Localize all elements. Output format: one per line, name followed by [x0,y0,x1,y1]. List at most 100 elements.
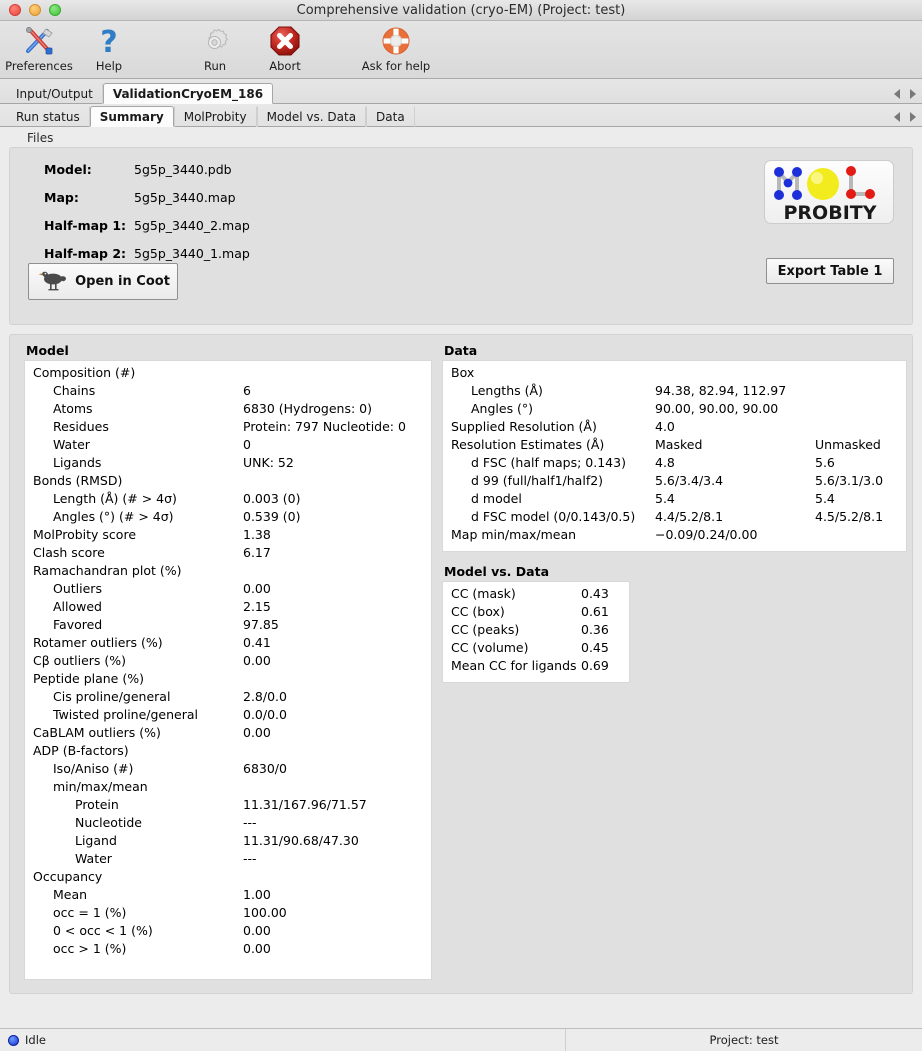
row-label: Bonds (RMSD) [33,472,123,488]
file-row-model: Model: 5g5p_3440.pdb [26,162,896,177]
table-row: Rotamer outliers (%) 0.41 [25,633,431,651]
row-label: Chains [53,382,96,398]
tab-validationcryoem-186[interactable]: ValidationCryoEM_186 [102,83,274,104]
row-value: 0.43 [581,585,609,601]
abort-button[interactable]: Abort [250,21,320,73]
row-label: Atoms [53,400,93,416]
row-value: 0.36 [581,621,609,637]
scroll-right-icon[interactable] [910,112,916,122]
tab-summary[interactable]: Summary [89,106,174,127]
row-value: 0.69 [581,657,609,673]
statistics-frame-body: Model Composition (#) Chains 6 Atoms 6830 … [9,334,913,994]
row-label: Protein [75,796,119,812]
coot-bird-icon [38,268,68,296]
inner-tab-bar: Run status Summary MolProbity Model vs. … [0,104,922,127]
file-row-label: Half-map 1: [44,218,127,233]
tab-run-status[interactable]: Run status [7,106,90,127]
window-title: Comprehensive validation (cryo-EM) (Proj… [296,2,626,18]
scroll-left-icon[interactable] [894,89,900,99]
row-value: 0.003 (0) [243,490,301,506]
status-section-project: Project: test [566,1029,922,1051]
run-button[interactable]: Run [180,21,250,73]
stop-x-icon [269,24,301,58]
data-section-title: Data [444,343,478,358]
table-row: Residues Protein: 797 Nucleotide: 0 [25,417,431,435]
row-label: occ > 1 (%) [53,940,127,956]
row-value: 11.31/167.96/71.57 [243,796,367,812]
data-table: Box Lengths (Å) 94.38, 82.94, 112.97 Angl… [442,360,907,552]
tab-input-output[interactable]: Input/Output [7,83,103,104]
row-label: Length (Å) (# > 4σ) [53,490,177,506]
maximize-window-button[interactable] [49,4,61,16]
row-label: Nucleotide [75,814,142,830]
table-row: CC (box) 0.61 [443,602,629,620]
export-table-1-label: Export Table 1 [777,263,883,279]
table-row: Cβ outliers (%) 0.00 [25,651,431,669]
table-row: Box [443,363,906,381]
table-row: Lengths (Å) 94.38, 82.94, 112.97 [443,381,906,399]
table-row: Resolution Estimates (Å) Masked Unmasked [443,435,906,453]
row-label: min/max/mean [53,778,148,794]
row-label: Twisted proline/general [53,706,199,722]
row-label: Favored [53,616,103,632]
table-row: d 99 (full/half1/half2) 5.6/3.4/3.4 5.6/3.… [443,471,906,489]
row-value-masked: 94.38, 82.94, 112.97 [655,382,787,398]
file-row-half-map-2: Half-map 2: 5g5p_3440_1.map [26,246,896,261]
row-label: Angles (°) (# > 4σ) [53,508,174,524]
export-table-1-button[interactable]: Export Table 1 [766,258,894,284]
molprobity-logo: PROBITY [764,160,894,224]
close-window-button[interactable] [9,4,21,16]
statistics-frame: Model Composition (#) Chains 6 Atoms 6830 … [9,334,913,994]
open-in-coot-button[interactable]: Open in Coot [28,263,178,300]
table-row: Cis proline/general 2.8/0.0 [25,687,431,705]
row-value: UNK: 52 [243,454,294,470]
table-row: ADP (B-factors) [25,741,431,759]
tab-molprobity[interactable]: MolProbity [173,106,257,127]
table-row: Bonds (RMSD) [25,471,431,489]
files-frame-label: Files [27,131,54,145]
table-row: d model 5.4 5.4 [443,489,906,507]
row-value: 0.539 (0) [243,508,301,524]
row-value: 0.00 [243,922,271,938]
summary-content: Files Model: 5g5p_3440.pdb Map: 5g5p_344… [0,127,922,994]
row-value: --- [243,814,257,830]
row-value: 6 [243,382,251,398]
row-label: Rotamer outliers (%) [33,634,163,650]
table-row: Supplied Resolution (Å) 4.0 [443,417,906,435]
model-section-title: Model [26,343,69,358]
row-value: 0.0/0.0 [243,706,287,722]
row-value: 6830 (Hydrogens: 0) [243,400,372,416]
status-led-icon [8,1034,19,1046]
ask-for-help-button[interactable]: Ask for help [346,21,446,73]
table-row: Iso/Aniso (#) 6830/0 [25,759,431,777]
row-label: Iso/Aniso (#) [53,760,134,776]
file-row-map: Map: 5g5p_3440.map [26,190,896,205]
tab-data[interactable]: Data [366,106,415,127]
help-button[interactable]: ? Help [74,21,144,73]
table-row: Peptide plane (%) [25,669,431,687]
row-value: 11.31/90.68/47.30 [243,832,359,848]
table-row: Composition (#) [25,363,431,381]
row-value: 0.00 [243,652,271,668]
table-row: 0 < occ < 1 (%) 0.00 [25,921,431,939]
outer-tab-scroll-arrows [894,89,916,99]
tools-icon [22,24,56,58]
row-value: 2.15 [243,598,271,614]
row-label: Resolution Estimates (Å) [451,436,605,452]
tab-model-vs-data[interactable]: Model vs. Data [256,106,367,127]
scroll-left-icon[interactable] [894,112,900,122]
row-label: CC (box) [451,603,505,619]
table-row: CaBLAM outliers (%) 0.00 [25,723,431,741]
row-label: Outliers [53,580,102,596]
row-value: 0.41 [243,634,271,650]
minimize-window-button[interactable] [29,4,41,16]
row-value: --- [243,850,257,866]
scroll-right-icon[interactable] [910,89,916,99]
table-row: Water 0 [25,435,431,453]
row-label: d model [471,490,522,506]
row-label: Cβ outliers (%) [33,652,127,668]
file-row-half-map-1: Half-map 1: 5g5p_3440_2.map [26,218,896,233]
preferences-button[interactable]: Preferences [4,21,74,73]
files-frame: Files Model: 5g5p_3440.pdb Map: 5g5p_344… [9,127,913,325]
preferences-label: Preferences [5,59,73,73]
